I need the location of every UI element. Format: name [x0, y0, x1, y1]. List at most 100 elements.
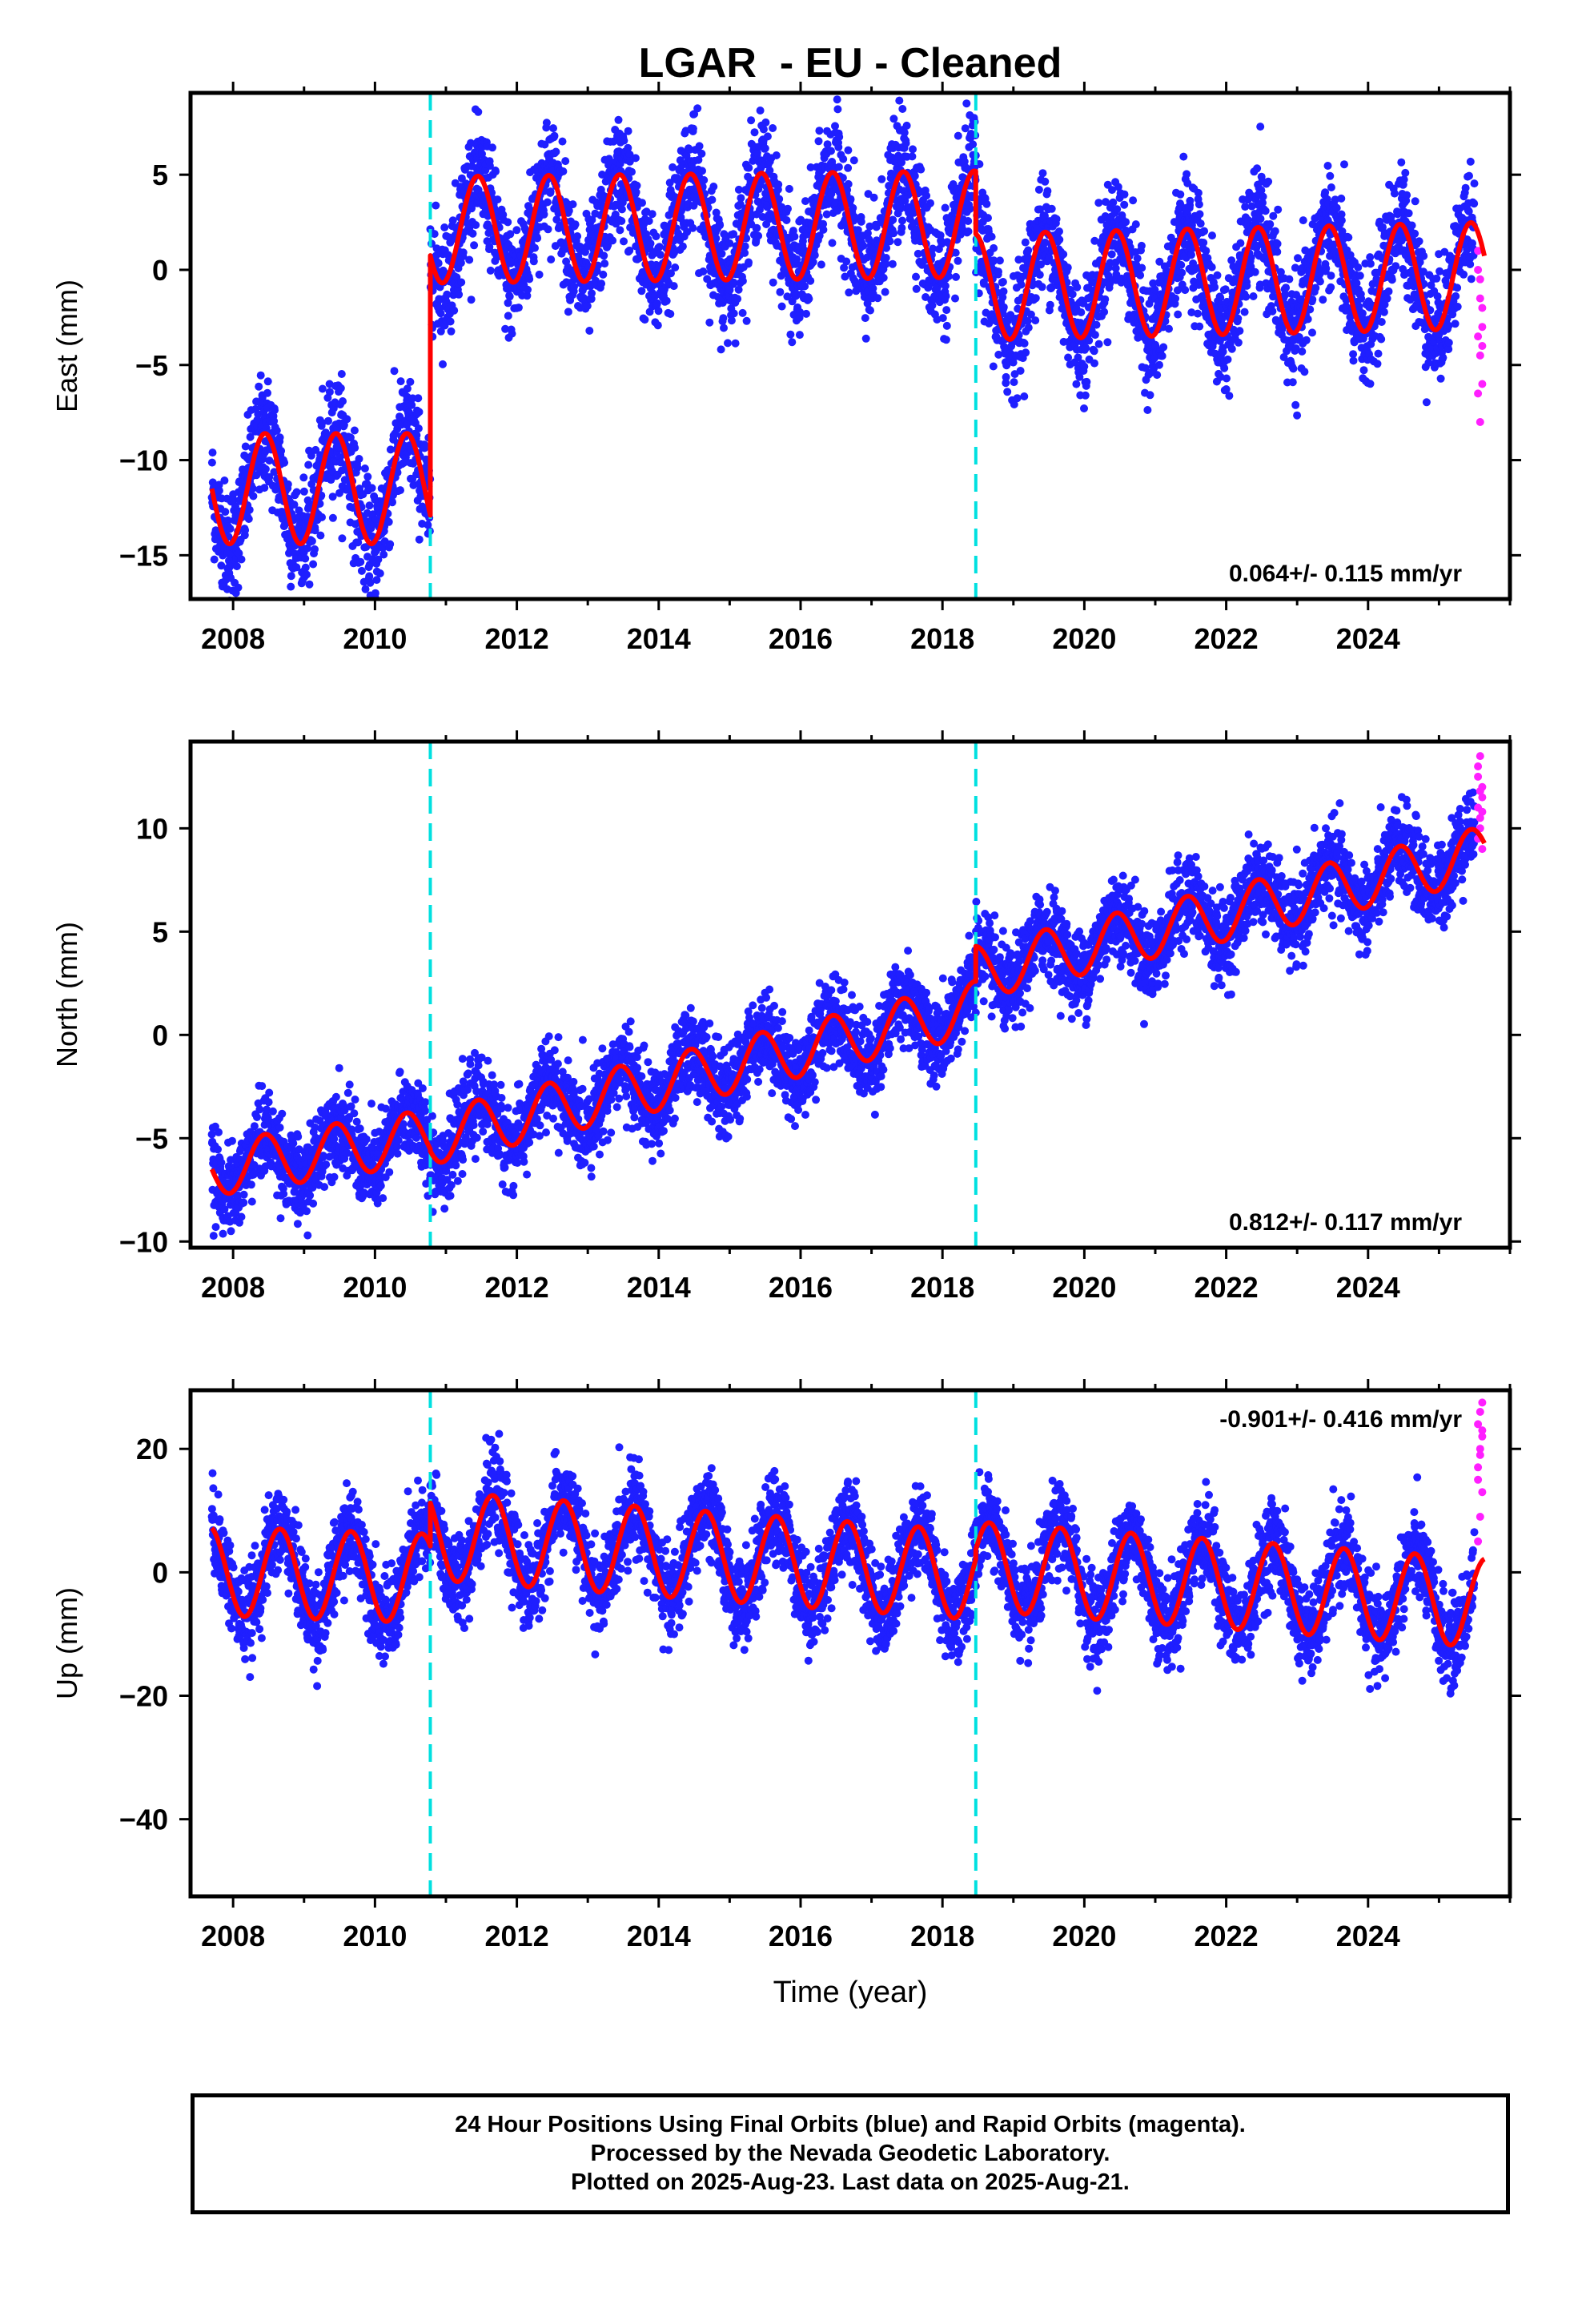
- final-orbit-point: [960, 157, 969, 166]
- final-orbit-point: [709, 183, 718, 191]
- final-orbit-point: [617, 205, 626, 214]
- final-orbit-point: [695, 142, 704, 151]
- final-orbit-point: [1155, 360, 1163, 369]
- final-orbit-point: [244, 515, 253, 523]
- final-orbit-point: [1256, 123, 1265, 131]
- final-orbit-point: [325, 388, 334, 396]
- final-orbit-point: [1090, 359, 1098, 368]
- final-orbit-point: [1187, 251, 1195, 259]
- final-orbit-point: [889, 229, 898, 238]
- final-orbit-point: [474, 107, 483, 116]
- final-orbit-point: [873, 294, 882, 303]
- final-orbit-point: [637, 287, 646, 296]
- final-orbit-point: [861, 314, 869, 323]
- final-orbit-point: [1120, 190, 1129, 199]
- final-orbit-point: [697, 149, 706, 158]
- final-orbit-point: [888, 259, 897, 268]
- final-orbit-point: [989, 362, 998, 371]
- final-orbit-point: [263, 388, 271, 397]
- final-orbit-point: [665, 179, 674, 187]
- final-orbit-point: [725, 239, 734, 247]
- final-orbit-point: [846, 195, 855, 203]
- final-orbit-point: [408, 400, 416, 409]
- final-orbit-point: [1177, 260, 1186, 269]
- final-orbit-point: [316, 531, 325, 540]
- final-orbit-point: [1085, 336, 1094, 345]
- final-orbit-point: [549, 124, 557, 133]
- final-orbit-point: [616, 226, 624, 235]
- final-orbit-point: [1384, 287, 1393, 296]
- final-orbit-point: [1377, 335, 1386, 344]
- final-orbit-point: [270, 416, 279, 425]
- final-orbit-point: [1274, 205, 1283, 214]
- final-orbit-point: [1133, 254, 1142, 263]
- final-orbit-point: [452, 273, 461, 282]
- final-orbit-point: [564, 207, 573, 215]
- final-orbit-point: [255, 382, 263, 391]
- final-orbit-point: [270, 468, 279, 476]
- final-orbit-point: [1211, 283, 1219, 292]
- final-orbit-point: [881, 259, 890, 268]
- final-orbit-point: [443, 290, 452, 299]
- final-orbit-point: [897, 158, 906, 167]
- final-orbit-point: [763, 203, 772, 211]
- final-orbit-point: [272, 426, 281, 435]
- final-orbit-point: [384, 517, 393, 526]
- final-orbit-point: [738, 276, 747, 285]
- final-orbit-point: [280, 458, 289, 467]
- final-orbit-point: [881, 287, 889, 296]
- final-orbit-point: [210, 555, 219, 564]
- final-orbit-point: [508, 257, 516, 266]
- final-orbit-point: [1186, 196, 1195, 205]
- final-orbit-point: [941, 203, 950, 212]
- final-orbit-point: [772, 151, 781, 159]
- final-orbit-point: [420, 444, 429, 452]
- final-orbit-point: [215, 480, 223, 489]
- final-orbit-point: [945, 272, 953, 280]
- final-orbit-point: [311, 445, 320, 454]
- chart-title: LGAR - EU - Cleaned: [639, 40, 1062, 86]
- final-orbit-point: [662, 296, 671, 305]
- final-orbit-point: [1138, 263, 1146, 272]
- final-orbit-point: [1271, 227, 1279, 235]
- final-orbit-point: [1055, 235, 1064, 244]
- final-orbit-point: [785, 184, 793, 193]
- final-orbit-point: [343, 415, 351, 424]
- final-orbit-point: [386, 445, 395, 454]
- final-orbit-point: [504, 312, 512, 320]
- final-orbit-point: [470, 241, 479, 250]
- final-orbit-point: [588, 289, 596, 298]
- final-orbit-point: [998, 278, 1007, 286]
- final-orbit-point: [1199, 239, 1208, 247]
- final-orbit-point: [754, 231, 763, 240]
- final-orbit-point: [1153, 371, 1162, 380]
- final-orbit-point: [1031, 316, 1040, 325]
- final-orbit-point: [990, 256, 998, 265]
- final-orbit-point: [1171, 294, 1180, 303]
- final-orbit-point: [299, 487, 308, 496]
- final-orbit-point: [975, 160, 984, 168]
- final-orbit-point: [1034, 185, 1043, 194]
- final-orbit-point: [895, 96, 904, 105]
- final-orbit-point: [889, 115, 898, 123]
- final-orbit-point: [277, 447, 286, 455]
- final-orbit-point: [271, 406, 279, 415]
- final-orbit-point: [1038, 283, 1046, 292]
- final-orbit-point: [546, 187, 555, 196]
- final-orbit-point: [485, 243, 494, 251]
- final-orbit-point: [1196, 219, 1205, 228]
- final-orbit-point: [852, 287, 861, 296]
- final-orbit-point: [570, 282, 578, 291]
- final-orbit-point: [995, 256, 1004, 265]
- final-orbit-point: [669, 163, 677, 171]
- final-orbit-point: [1017, 280, 1026, 289]
- final-orbit-point: [954, 131, 962, 140]
- final-orbit-point: [1355, 271, 1364, 280]
- final-orbit-point: [774, 180, 783, 189]
- final-orbit-point: [998, 293, 1007, 302]
- final-orbit-point: [833, 95, 841, 104]
- final-orbit-point: [1315, 277, 1324, 286]
- final-orbit-point: [327, 476, 335, 485]
- final-orbit-point: [571, 220, 580, 229]
- final-orbit-point: [982, 199, 991, 208]
